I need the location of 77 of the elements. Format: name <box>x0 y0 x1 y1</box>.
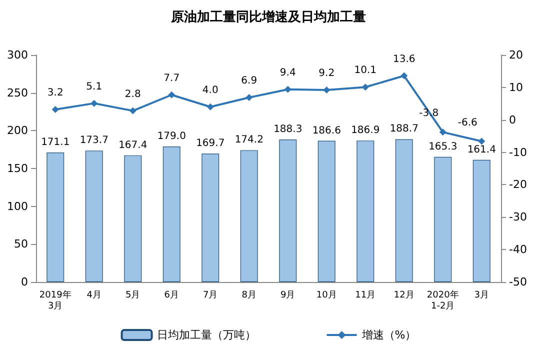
x-tick-label: 2019年 3月 <box>39 290 72 312</box>
x-tick-label: 8月 <box>242 290 256 300</box>
bar <box>279 140 297 282</box>
bar <box>318 140 336 282</box>
y2-tick-label: -20 <box>509 178 527 192</box>
data-label: 179.0 <box>157 131 186 142</box>
data-label: 174.2 <box>234 134 264 146</box>
y-tick-label: 100 <box>7 200 28 213</box>
data-label: 167.4 <box>118 140 148 151</box>
point <box>168 91 176 98</box>
x-tick-label: 5月 <box>126 290 140 300</box>
data-label: 188.3 <box>274 124 302 136</box>
y2-tick-label: 0 <box>509 113 516 126</box>
data-label: 188.7 <box>390 124 418 135</box>
y2-tick-label: -50 <box>509 276 527 288</box>
point <box>323 86 330 94</box>
bar <box>124 155 142 282</box>
data-label: 6.9 <box>241 75 258 86</box>
bar <box>472 160 490 282</box>
x-tick-label: 12月 <box>394 290 414 300</box>
x-tick-label: 10月 <box>316 290 337 300</box>
legend-label: 日均加工量（万吨） <box>156 328 256 342</box>
x-tick-label: 9月 <box>280 290 296 300</box>
y2-tick-label: -10 <box>509 146 527 159</box>
legend-label: 增速（%） <box>360 328 416 342</box>
y-tick-label: 150 <box>7 162 28 175</box>
point <box>439 128 446 136</box>
y-tick-label: 200 <box>7 124 28 138</box>
y2-tick-label: 10 <box>509 80 523 94</box>
y2-tick-label: -30 <box>509 210 527 224</box>
data-label: 169.7 <box>196 138 225 150</box>
bar <box>395 139 413 282</box>
point <box>90 100 98 107</box>
bar <box>162 146 180 282</box>
x-tick-label: 4月 <box>86 290 102 300</box>
data-label: 171.1 <box>41 137 70 148</box>
data-label: 3.2 <box>47 87 64 98</box>
data-label: 173.7 <box>80 135 108 146</box>
data-label: 9.4 <box>280 67 296 78</box>
bar <box>85 150 103 282</box>
y2-tick-label: -40 <box>509 243 527 256</box>
bar <box>356 140 374 282</box>
point <box>284 86 292 93</box>
y-tick-label: 250 <box>7 86 28 100</box>
data-label: 9.2 <box>318 68 335 80</box>
y2-tick-label: 20 <box>509 48 523 62</box>
data-label: 165.3 <box>428 141 458 152</box>
data-label: 4.0 <box>202 84 218 96</box>
data-label: -6.6 <box>458 117 478 128</box>
point <box>129 107 136 114</box>
data-label: 7.7 <box>164 72 180 84</box>
point <box>52 106 59 113</box>
y-tick-label: 300 <box>7 48 28 62</box>
chart-title: 原油加工量同比增速及日均加工量 <box>170 10 366 25</box>
point <box>478 138 486 145</box>
point <box>246 94 253 101</box>
bar <box>202 154 220 282</box>
data-label: 13.6 <box>392 54 416 65</box>
data-label: 2.8 <box>124 88 141 100</box>
bar <box>434 156 452 282</box>
x-tick-label: 2020年 1-2月 <box>426 290 459 312</box>
data-label: 186.9 <box>351 125 380 136</box>
x-tick-label: 7月 <box>203 290 218 300</box>
point <box>206 103 214 110</box>
x-tick-label: 6月 <box>164 290 179 300</box>
point <box>400 72 408 80</box>
data-label: 186.6 <box>312 125 341 136</box>
data-label: 161.4 <box>467 144 496 156</box>
point <box>362 84 369 91</box>
x-tick-label: 11月 <box>355 290 376 300</box>
y-tick-label: 0 <box>21 276 28 288</box>
x-tick-label: 3月 <box>474 290 489 300</box>
data-label: 5.1 <box>86 81 102 92</box>
y-tick-label: 50 <box>14 238 28 251</box>
bar <box>240 150 258 282</box>
data-label: 10.1 <box>354 65 377 76</box>
bar <box>46 152 64 282</box>
